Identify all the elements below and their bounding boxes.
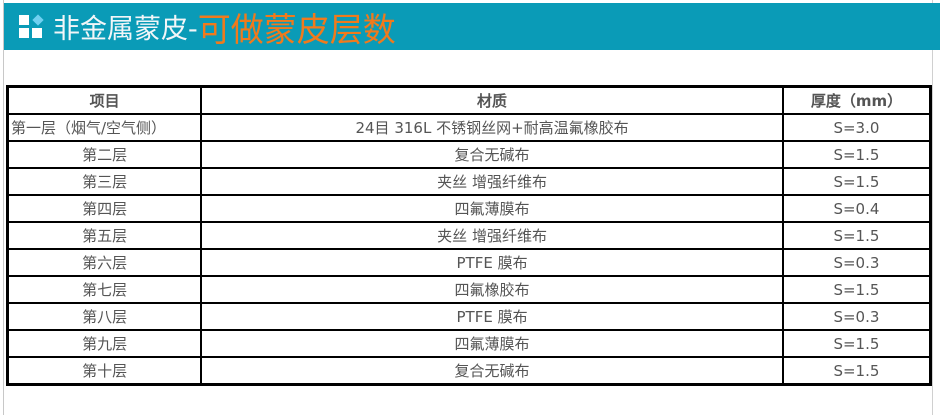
- table-row: 第五层 夹丝 增强纤维布 S=1.5: [6, 221, 932, 250]
- cell-layer: 第十层: [6, 356, 203, 386]
- table-row: 第十层 复合无碱布 S=1.5: [6, 356, 932, 386]
- cell-layer: 第六层: [6, 248, 203, 277]
- cell-thickness: S=0.3: [781, 248, 932, 277]
- cell-layer: 第五层: [6, 221, 203, 250]
- sheet-border-left: [3, 0, 4, 415]
- table-row: 第九层 四氟薄膜布 S=1.5: [6, 329, 932, 358]
- cell-material: 夹丝 增强纤维布: [200, 221, 784, 250]
- table-row: 第八层 PTFE 膜布 S=0.3: [6, 302, 932, 331]
- title-highlight: 可做蒙皮层数: [197, 9, 396, 49]
- cell-layer: 第九层: [6, 329, 203, 358]
- cell-material: 夹丝 增强纤维布: [200, 167, 784, 196]
- table-row: 第六层 PTFE 膜布 S=0.3: [6, 248, 932, 277]
- cell-material: 复合无碱布: [200, 356, 784, 386]
- cell-thickness: S=1.5: [781, 329, 932, 358]
- title-prefix: 非金属蒙皮-: [53, 14, 198, 45]
- cell-thickness: S=3.0: [781, 113, 932, 142]
- cell-material: 四氟薄膜布: [200, 194, 784, 223]
- cell-thickness: S=1.5: [781, 221, 932, 250]
- cell-thickness: S=1.5: [781, 140, 932, 169]
- table-row: 第一层（烟气/空气侧） 24目 316L 不锈钢丝网+耐高温氟橡胶布 S=3.0: [6, 113, 932, 142]
- cell-material: 复合无碱布: [200, 140, 784, 169]
- layers-table: 项目 材质 厚度（mm） 第一层（烟气/空气侧） 24目 316L 不锈钢丝网+耐…: [6, 85, 932, 386]
- cell-material: PTFE 膜布: [200, 248, 784, 277]
- cell-material: 四氟薄膜布: [200, 329, 784, 358]
- title-banner: 非金属蒙皮- 可做蒙皮层数: [4, 3, 940, 50]
- table-row: 第四层 四氟薄膜布 S=0.4: [6, 194, 932, 223]
- cell-thickness: S=1.5: [781, 167, 932, 196]
- table-header-row: 项目 材质 厚度（mm）: [6, 85, 932, 115]
- cell-thickness: S=1.5: [781, 275, 932, 304]
- table-row: 第三层 夹丝 增强纤维布 S=1.5: [6, 167, 932, 196]
- cell-layer: 第一层（烟气/空气侧）: [6, 113, 203, 142]
- cell-layer: 第二层: [6, 140, 203, 169]
- cell-material: 四氟橡胶布: [200, 275, 784, 304]
- cell-layer: 第三层: [6, 167, 203, 196]
- cell-material: 24目 316L 不锈钢丝网+耐高温氟橡胶布: [200, 113, 784, 142]
- cell-thickness: S=0.3: [781, 302, 932, 331]
- cell-thickness: S=0.4: [781, 194, 932, 223]
- header-thickness: 厚度（mm）: [781, 85, 932, 115]
- cell-thickness: S=1.5: [781, 356, 932, 386]
- cell-layer: 第四层: [6, 194, 203, 223]
- header-material: 材质: [200, 85, 784, 115]
- cell-layer: 第七层: [6, 275, 203, 304]
- cell-layer: 第八层: [6, 302, 203, 331]
- table-row: 第二层 复合无碱布 S=1.5: [6, 140, 932, 169]
- grid-logo-icon: [19, 13, 44, 39]
- cell-material: PTFE 膜布: [200, 302, 784, 331]
- sheet-border-right: [932, 0, 933, 415]
- header-item: 项目: [6, 85, 203, 115]
- table-row: 第七层 四氟橡胶布 S=1.5: [6, 275, 932, 304]
